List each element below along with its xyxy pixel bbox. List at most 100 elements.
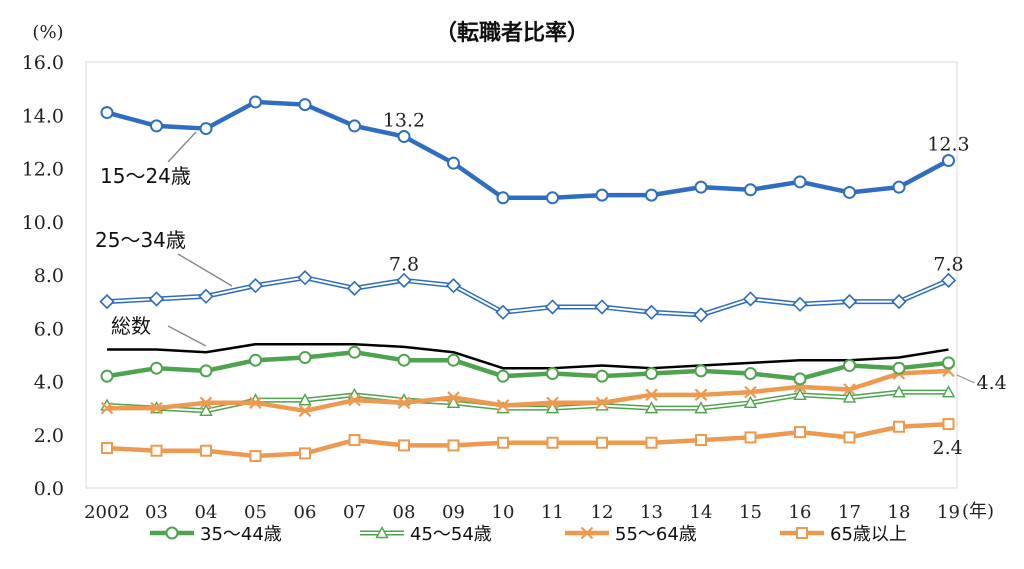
data-point-s35: [447, 353, 460, 367]
series-line-total: [107, 342, 949, 370]
x-tick-label: 05: [244, 502, 267, 523]
data-point-s15: [645, 188, 658, 202]
chart-title: （転職者比率）: [435, 20, 589, 46]
x-tick-label: 2002: [84, 502, 130, 523]
data-point-s25: [693, 307, 709, 323]
data-point-s15: [150, 119, 163, 133]
data-point-s45: [842, 390, 857, 403]
data-point-s15: [595, 188, 609, 202]
data-point-s45: [892, 385, 906, 398]
data-point-s35: [546, 367, 559, 381]
data-point-s45: [199, 403, 213, 416]
data-point-s55: [150, 401, 163, 415]
data-point-s35: [645, 367, 658, 381]
x-tick-label: 09: [442, 502, 465, 523]
data-point-s55: [100, 401, 114, 415]
series-s65: [101, 418, 955, 463]
legend-label: 65歳以上: [830, 524, 907, 545]
data-point-s65: [101, 442, 113, 455]
data-point-s25: [643, 304, 660, 320]
data-point-s65: [348, 434, 361, 447]
data-point-s35: [199, 364, 213, 378]
y-tick-label: 16.0: [22, 52, 64, 74]
x-tick-label: 18: [888, 502, 911, 523]
data-point-s25: [148, 291, 165, 307]
y-tick-label: 6.0: [34, 318, 64, 340]
data-point-s35: [744, 367, 757, 381]
value-label: 7.8: [933, 253, 963, 275]
data-point-s25: [396, 272, 412, 288]
x-tick-label: 04: [195, 502, 218, 523]
data-point-s65: [942, 418, 955, 431]
data-point-s55: [348, 393, 361, 407]
legend-item-s65: 65歳以上: [780, 524, 907, 545]
legend-marker: [375, 526, 389, 539]
legend-marker: [165, 526, 179, 540]
data-point-s35: [496, 369, 510, 383]
data-point-s25: [495, 304, 511, 320]
data-point-s15: [397, 130, 411, 144]
data-point-s25: [742, 291, 759, 307]
data-point-s35: [892, 361, 906, 375]
series-line-s15: [106, 99, 950, 201]
x-tick-label: 06: [294, 502, 317, 523]
data-point-s65: [546, 436, 559, 449]
data-point-s15: [843, 185, 856, 199]
data-point-s55: [645, 388, 658, 402]
data-point-s45: [743, 395, 758, 408]
data-point-s35: [150, 361, 163, 375]
data-point-s15: [694, 180, 708, 194]
data-point-s65: [794, 426, 806, 439]
data-point-s25: [346, 280, 363, 296]
x-tick-label: 13: [640, 502, 663, 523]
series-line-s55: [107, 368, 949, 414]
legend-label: 45～54歳: [410, 524, 492, 545]
data-point-s55: [249, 396, 262, 410]
series-s15: [100, 95, 955, 205]
data-point-s55: [496, 399, 510, 412]
data-point-s55: [694, 388, 708, 402]
x-axis: 2002 03 04 05 06 07 08 09 10 11 12 13 14 15 16 17 18 19: [84, 502, 960, 523]
plot-area-frame: [85, 61, 958, 489]
data-point-s65: [645, 436, 658, 449]
x-tick-label: 11: [541, 502, 564, 523]
y-unit-label: (%): [32, 22, 63, 43]
data-point-s45: [941, 385, 956, 398]
y-tick-label: 12.0: [22, 159, 64, 181]
series-callout-label: 総数: [111, 314, 151, 338]
x-tick-label: 08: [393, 502, 416, 523]
data-point-s55: [397, 396, 411, 410]
value-label: 13.2: [383, 110, 425, 132]
legend: 35～44歳 45～54歳 55～64歳 65歳以上: [150, 524, 907, 545]
x-tick-label: 14: [690, 502, 713, 523]
callout-leader-line: [167, 325, 207, 347]
data-point-s25: [247, 278, 264, 294]
data-point-s45: [694, 401, 708, 414]
data-point-s15: [199, 122, 213, 136]
data-point-s55: [199, 396, 213, 410]
legend-item-s35: 35～44歳: [150, 524, 282, 545]
data-point-s15: [744, 183, 757, 197]
value-label: 4.4: [977, 372, 1007, 394]
x-tick-label: 10: [492, 502, 515, 523]
y-tick-label: 14.0: [22, 105, 64, 127]
data-point-s25: [940, 272, 957, 288]
data-point-s55: [744, 385, 757, 399]
series-s55: [100, 364, 955, 418]
data-point-s35: [397, 353, 411, 367]
series-callout-label: 15～24歳: [100, 164, 191, 188]
data-point-s65: [893, 420, 905, 433]
data-point-s35: [298, 351, 312, 365]
legend-marker: [796, 527, 808, 539]
data-point-s45: [298, 393, 312, 406]
series-s25: [99, 270, 957, 323]
data-point-s65: [447, 439, 460, 452]
data-point-s65: [249, 450, 262, 463]
y-tick-label: 10.0: [22, 212, 64, 234]
data-point-s15: [348, 119, 361, 133]
y-tick-label: 4.0: [34, 372, 64, 394]
series-line-s65: [106, 421, 949, 459]
y-tick-label: 8.0: [34, 265, 64, 287]
x-tick-label: 17: [838, 502, 861, 523]
